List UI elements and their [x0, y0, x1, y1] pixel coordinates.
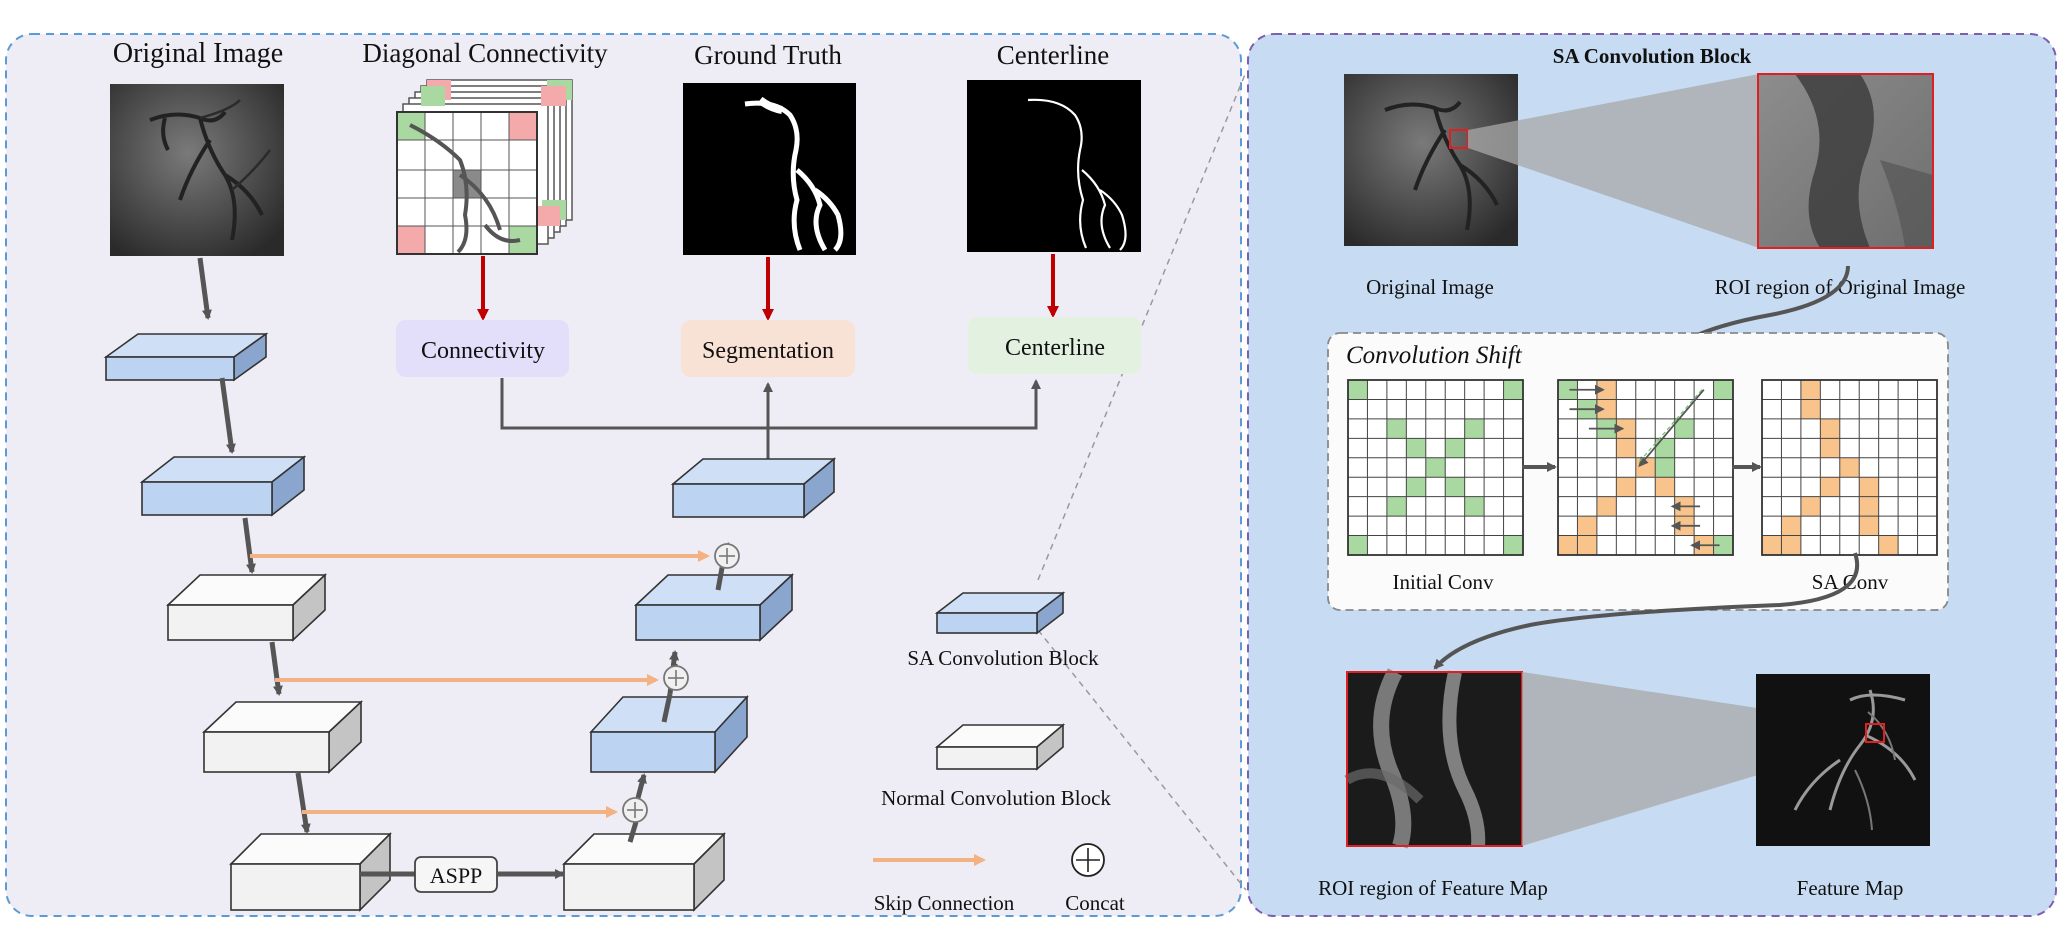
roi-original-image [1757, 73, 1934, 249]
label-roi-feature: ROI region of Feature Map [1318, 876, 1548, 900]
shift-grid [1557, 379, 1734, 556]
connectivity-output-label: Connectivity [421, 338, 545, 364]
skip-connections [250, 550, 710, 818]
title-ground-truth: Ground Truth [694, 40, 842, 70]
right-original-image [1344, 74, 1518, 246]
legend-sa-block-icon [934, 591, 1066, 635]
centerline-image [967, 80, 1141, 252]
decoder-block-1 [670, 457, 837, 519]
segmentation-output-box [681, 320, 855, 377]
roi-marker-feature [1865, 723, 1885, 743]
title-diagonal-connectivity: Diagonal Connectivity [362, 38, 608, 68]
initial-conv-grid [1347, 379, 1524, 556]
decoder-block-bottom [562, 832, 726, 912]
sa-block-title: SA Convolution Block [1553, 44, 1752, 68]
ground-truth-image [683, 83, 856, 255]
encoder-block-4 [201, 700, 364, 774]
roi-feature-map [1344, 668, 1523, 849]
title-original-image: Original Image [113, 38, 283, 69]
encoder-block-3 [165, 573, 328, 642]
legend-skip-label: Skip Connection [874, 891, 1015, 915]
legend-sa-label: SA Convolution Block [907, 646, 1099, 670]
bottleneck-block [229, 832, 392, 912]
legend-normal-label: Normal Convolution Block [881, 786, 1111, 810]
left-panel [5, 33, 1242, 917]
centerline-output-box [968, 317, 1141, 374]
encoder-block-1 [103, 332, 269, 382]
legend-normal-block-icon [934, 723, 1066, 771]
connectivity-output-box [396, 320, 569, 377]
segmentation-output-label: Segmentation [702, 338, 834, 364]
legend: SA Convolution Block Normal Convolution … [873, 646, 1125, 915]
feature-map-image [1756, 674, 1930, 846]
decoder-block-2 [633, 573, 795, 642]
aspp-label: ASPP [430, 863, 483, 888]
sa-conv-grid [1761, 379, 1938, 556]
centerline-output-label: Centerline [1005, 335, 1105, 361]
decoder-block-3 [589, 694, 749, 775]
diagonal-connectivity-stack [396, 79, 573, 255]
encoder-block-2 [139, 455, 307, 517]
label-initial-conv: Initial Conv [1393, 570, 1494, 594]
convolution-shift-title: Convolution Shift [1346, 342, 1523, 369]
original-angiogram-image [110, 84, 284, 256]
blocks-layer [103, 332, 1066, 912]
kernel-grids [1347, 379, 1938, 556]
legend-concat-label: Concat [1065, 891, 1125, 915]
label-original-image-right: Original Image [1366, 275, 1494, 299]
label-feature-map: Feature Map [1797, 876, 1904, 900]
title-centerline: Centerline [997, 40, 1109, 70]
